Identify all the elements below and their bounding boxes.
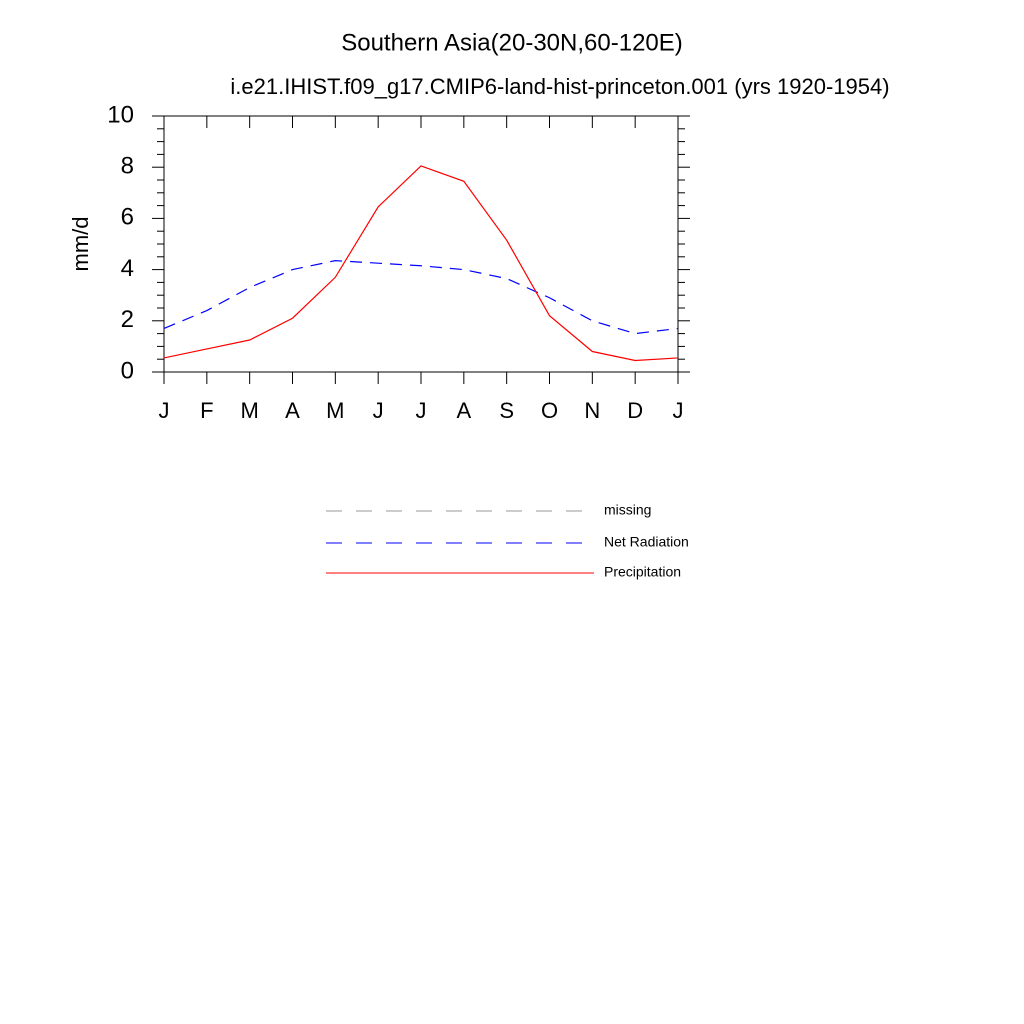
- series-line: [163, 165, 679, 362]
- x-tick-label: J: [373, 398, 384, 423]
- y-tick-label: 10: [107, 101, 134, 128]
- y-tick-label: 8: [121, 153, 134, 180]
- chart-subtitle: i.e21.IHIST.f09_g17.CMIP6-land-hist-prin…: [230, 74, 889, 99]
- y-axis-label: mm/d: [68, 217, 93, 272]
- x-tick-label: D: [627, 398, 643, 423]
- chart-title: Southern Asia(20-30N,60-120E): [341, 29, 683, 56]
- x-tick-label: N: [584, 398, 600, 423]
- legend-label: missing: [604, 502, 651, 518]
- x-tick-label: J: [159, 398, 170, 423]
- plot-frame: [163, 115, 679, 373]
- x-tick-label: F: [200, 398, 213, 423]
- x-tick-label: M: [241, 398, 259, 423]
- series-line: [163, 260, 679, 335]
- x-tick-label: A: [285, 398, 300, 423]
- x-tick-label: M: [326, 398, 344, 423]
- legend-label: Precipitation: [604, 564, 681, 580]
- x-tick-label: J: [416, 398, 427, 423]
- y-tick-label: 4: [121, 255, 134, 282]
- x-tick-label: J: [673, 398, 684, 423]
- x-tick-label: S: [499, 398, 514, 423]
- legend-label: Net Radiation: [604, 534, 689, 550]
- y-tick-label: 0: [121, 357, 134, 384]
- y-tick-label: 6: [121, 204, 134, 231]
- y-tick-label: 2: [121, 306, 134, 333]
- x-tick-label: A: [456, 398, 471, 423]
- x-tick-label: O: [541, 398, 558, 423]
